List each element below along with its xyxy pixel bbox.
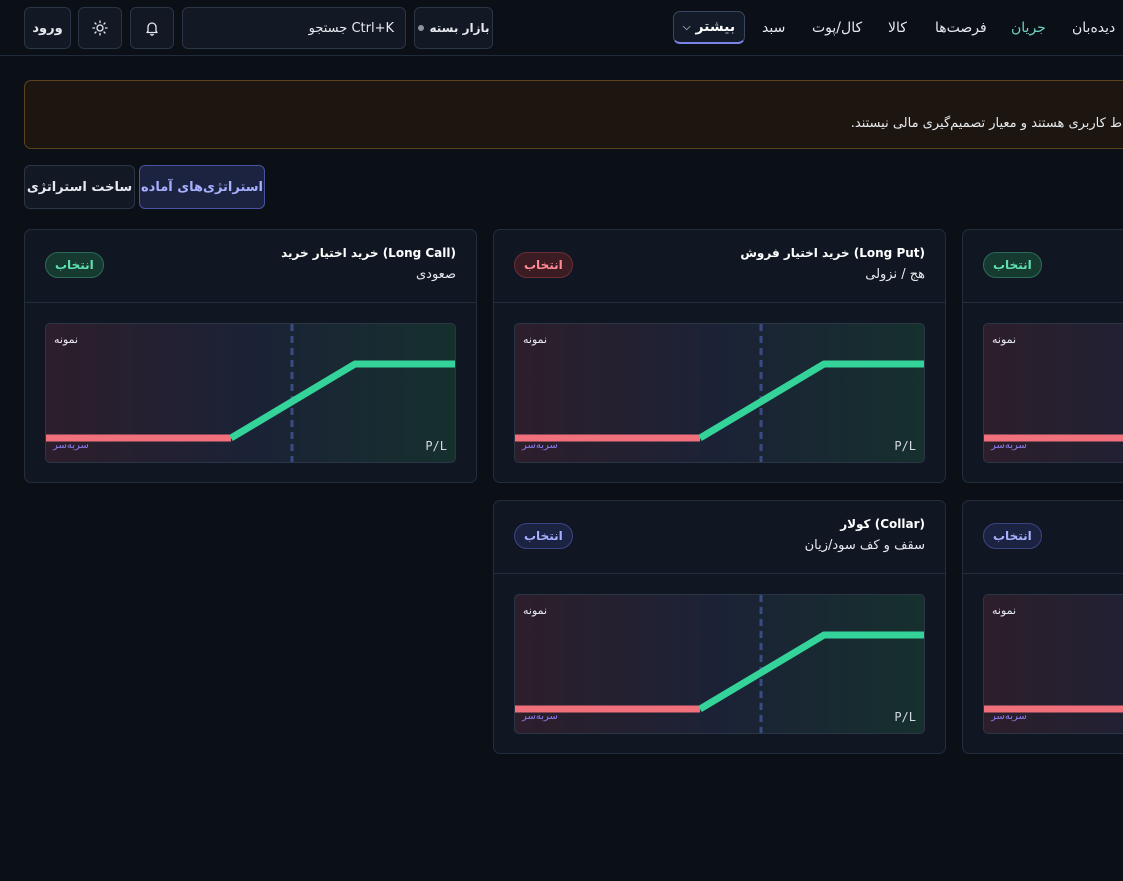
breakeven-label: سربه‌سر	[522, 711, 558, 722]
more-label: بیشتر	[695, 19, 736, 35]
select-button[interactable]: انتخاب	[983, 523, 1042, 549]
card-header: انتخاب	[963, 230, 1123, 303]
select-button[interactable]: انتخاب	[45, 252, 104, 278]
tab-build-strategy[interactable]: ساخت استراتژی	[24, 165, 135, 209]
breakeven-label: سربه‌سر	[991, 440, 1027, 451]
profit-segment	[698, 631, 924, 713]
card-header: خرید اختیار خرید (Long Call) صعودی انتخا…	[25, 230, 476, 303]
nav-call-put[interactable]: کال/پوت	[812, 20, 863, 36]
select-button[interactable]: انتخاب	[514, 523, 573, 549]
tab-ready-strategies[interactable]: استراتژی‌های آماده	[139, 165, 265, 209]
nav-commodity[interactable]: کالا	[888, 20, 907, 36]
nav-opportunities[interactable]: فرصت‌ها	[935, 20, 987, 36]
pl-label: P/L	[894, 710, 916, 724]
payoff-svg	[984, 705, 1123, 713]
breakeven-label: سربه‌سر	[991, 711, 1027, 722]
card-title: خرید اختیار خرید (Long Call)	[281, 246, 456, 260]
sample-label: نمونه	[523, 604, 548, 617]
card-title: کولار (Collar)	[840, 517, 925, 531]
disclaimer-banner: ط کاربری هستند و معیار تصمیم‌گیری مالی ن…	[24, 80, 1123, 149]
payoff-chart: نمونه P/L سربه‌سر	[983, 594, 1123, 734]
sample-label: نمونه	[992, 604, 1017, 617]
card-header: خرید اختیار فروش (Long Put) هج / نزولی ا…	[494, 230, 945, 303]
search-button[interactable]: جستجو Ctrl+K	[182, 7, 406, 49]
market-status: بازار بسته	[414, 7, 493, 49]
payoff-chart: نمونه P/L سربه‌سر	[45, 323, 456, 463]
strategy-card-long-put: خرید اختیار فروش (Long Put) هج / نزولی ا…	[493, 229, 946, 483]
nav-flow[interactable]: جریان	[1011, 20, 1046, 36]
payoff-svg	[46, 324, 455, 462]
card-header: انتخاب	[963, 501, 1123, 574]
search-label: جستجو Ctrl+K	[308, 20, 394, 36]
theme-toggle-button[interactable]	[78, 7, 122, 49]
sun-icon	[92, 20, 108, 36]
card-title: خرید اختیار فروش (Long Put)	[740, 246, 925, 260]
breakeven-label: سربه‌سر	[53, 440, 89, 451]
card-header: کولار (Collar) سقف و کف سود/زیان انتخاب	[494, 501, 945, 574]
profit-segment	[229, 360, 455, 442]
payoff-chart: نمونه P/L سربه‌سر	[983, 323, 1123, 463]
notifications-button[interactable]	[130, 7, 174, 49]
chevron-down-icon: ⌵	[682, 21, 691, 33]
select-button[interactable]: انتخاب	[514, 252, 573, 278]
bell-icon	[146, 22, 158, 36]
payoff-chart: نمونه P/L سربه‌سر	[514, 594, 925, 734]
card-subtitle: سقف و کف سود/زیان	[804, 538, 925, 553]
pl-label: P/L	[425, 439, 447, 453]
market-status-label: بازار بسته	[429, 21, 490, 35]
card-subtitle: صعودی	[416, 267, 456, 282]
breakeven-label: سربه‌سر	[522, 440, 558, 451]
nav-watchlist[interactable]: دیده‌بان	[1072, 20, 1116, 36]
strategy-card-partial-2: انتخاب نمونه P/L سربه‌سر	[962, 500, 1123, 754]
strategy-card-collar: کولار (Collar) سقف و کف سود/زیان انتخاب …	[493, 500, 946, 754]
login-button[interactable]: ورود	[24, 7, 71, 49]
pl-label: P/L	[894, 439, 916, 453]
sample-label: نمونه	[54, 333, 79, 346]
strategy-card-partial-1: انتخاب نمونه P/L سربه‌سر	[962, 229, 1123, 483]
strategy-card-long-call: خرید اختیار خرید (Long Call) صعودی انتخا…	[24, 229, 477, 483]
more-menu-button[interactable]: ⌵ بیشتر	[673, 11, 745, 44]
payoff-svg	[515, 595, 924, 733]
sample-label: نمونه	[523, 333, 548, 346]
status-dot-icon	[417, 25, 424, 31]
card-subtitle: هج / نزولی	[865, 267, 925, 282]
select-button[interactable]: انتخاب	[983, 252, 1042, 278]
payoff-svg	[984, 434, 1123, 442]
disclaimer-text: ط کاربری هستند و معیار تصمیم‌گیری مالی ن…	[850, 116, 1122, 131]
nav-basket[interactable]: سبد	[762, 20, 786, 36]
payoff-chart: نمونه P/L سربه‌سر	[514, 323, 925, 463]
payoff-svg	[515, 324, 924, 462]
top-header: ورود جستجو Ctrl+K بازار بسته	[0, 0, 1123, 56]
profit-segment	[698, 360, 924, 442]
sample-label: نمونه	[992, 333, 1017, 346]
